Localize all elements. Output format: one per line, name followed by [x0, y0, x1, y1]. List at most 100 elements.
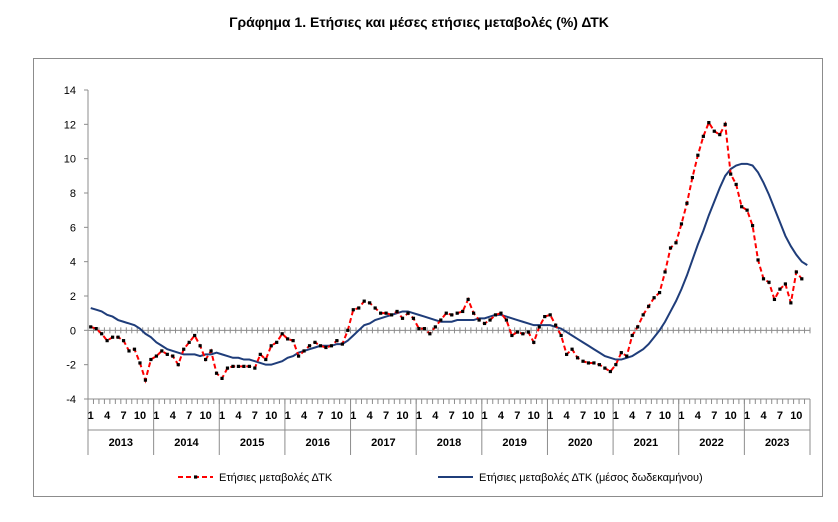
annual-series-point: [143, 378, 148, 382]
annual-series-point: [685, 201, 689, 205]
annual-series-point: [696, 153, 700, 157]
x-month-label: 4: [170, 410, 177, 422]
x-month-label: 4: [498, 410, 505, 422]
annual-series-point: [160, 349, 164, 353]
x-month-label: 7: [711, 410, 717, 422]
x-month-label: 4: [104, 410, 111, 422]
annual-series-point: [225, 366, 230, 370]
annual-series-point: [565, 352, 569, 356]
x-year-label: 2015: [240, 437, 264, 449]
annual-series-point: [269, 344, 273, 348]
annual-series-point: [111, 335, 115, 339]
x-year-label: 2013: [109, 437, 133, 449]
annual-series-point: [586, 361, 591, 365]
y-tick-label: -2: [66, 360, 76, 372]
annual-series-point: [149, 357, 153, 362]
annual-series-point: [537, 325, 541, 329]
x-month-label: 10: [593, 410, 605, 422]
x-month-label: 4: [367, 410, 374, 422]
annual-series-point: [559, 333, 563, 338]
x-month-label: 10: [725, 410, 737, 422]
annual-series-point: [368, 301, 372, 305]
legend-annual-label: Ετήσιες μεταβολές ΔΤΚ: [219, 472, 333, 484]
annual-series-point: [641, 313, 645, 317]
annual-series-point: [428, 332, 432, 336]
annual-series-point: [515, 330, 519, 334]
x-month-label: 1: [481, 410, 487, 422]
annual-series-point: [362, 299, 366, 303]
annual-series-point: [740, 205, 744, 209]
x-year-label: 2017: [371, 437, 395, 449]
annual-series-point: [379, 311, 383, 315]
x-month-label: 10: [396, 410, 408, 422]
x-month-label: 7: [120, 410, 126, 422]
x-month-label: 7: [514, 410, 520, 422]
annual-series-point: [767, 280, 771, 284]
x-month-label: 1: [547, 410, 553, 422]
annual-series-point: [220, 376, 224, 380]
chart-title: Γράφημα 1. Ετήσιες και μέσες ετήσιες μετ…: [229, 14, 609, 30]
annual-series-point: [750, 224, 755, 228]
annual-series-point: [663, 270, 667, 274]
annual-series-point: [411, 316, 416, 320]
annual-series-point: [324, 345, 328, 350]
x-year-label: 2023: [765, 437, 789, 449]
annual-series-point: [100, 332, 104, 336]
annual-series-point: [548, 313, 552, 317]
x-month-label: 7: [646, 410, 652, 422]
annual-series-point: [630, 333, 634, 338]
annual-series-point: [543, 315, 547, 319]
annual-series-point: [291, 339, 295, 343]
x-year-label: 2019: [502, 437, 526, 449]
y-tick-label: 6: [70, 222, 76, 234]
x-year-label: 2016: [305, 437, 329, 449]
annual-series-point: [477, 318, 481, 322]
annual-series-point: [198, 344, 202, 348]
x-month-label: 1: [678, 410, 684, 422]
annual-series-point: [275, 340, 279, 344]
x-month-label: 4: [629, 410, 636, 422]
legend-annual-marker: [194, 475, 198, 479]
annual-series-point: [772, 297, 777, 302]
annual-series-point: [625, 354, 629, 358]
y-tick-label: 8: [70, 188, 76, 200]
y-tick-label: 10: [64, 154, 76, 166]
x-year-label: 2022: [699, 437, 723, 449]
y-tick-label: 0: [70, 325, 76, 337]
x-month-label: 7: [777, 410, 783, 422]
x-month-label: 1: [219, 410, 225, 422]
x-month-label: 10: [528, 410, 540, 422]
annual-series-point: [499, 311, 503, 315]
annual-series-point: [614, 363, 618, 367]
annual-series-point: [258, 352, 262, 356]
annual-series-point: [532, 340, 536, 344]
average-series-line: [90, 162, 808, 366]
annual-series-point: [734, 182, 738, 187]
annual-series-point: [652, 296, 656, 300]
annual-series-point: [701, 134, 705, 138]
legend-average-label: Ετήσιες μεταβολές ΔΤΚ (μέσος δωδεκαμήνου…: [479, 472, 703, 484]
annual-series-point: [712, 129, 716, 133]
annual-series-point: [778, 287, 782, 291]
annual-series-point: [493, 313, 498, 317]
annual-series-point: [127, 349, 131, 353]
x-month-label: 1: [285, 410, 291, 422]
annual-series-point: [729, 172, 733, 176]
annual-series-point: [472, 311, 476, 315]
annual-series-point: [679, 222, 684, 226]
annual-series-point: [121, 339, 126, 343]
annual-series-point: [417, 327, 421, 331]
annual-series-point: [521, 332, 525, 336]
annual-series-point: [647, 304, 651, 308]
annual-series-point: [280, 332, 284, 336]
annual-series-point: [176, 363, 180, 367]
annual-series-point: [674, 241, 678, 245]
x-month-label: 10: [265, 410, 277, 422]
annual-series-point: [783, 282, 787, 286]
y-tick-label: 14: [64, 85, 76, 97]
legend: Ετήσιες μεταβολές ΔΤΚ Ετήσιες μεταβολές Δ…: [178, 472, 703, 484]
annual-series-point: [171, 354, 175, 358]
x-month-label: 7: [580, 410, 586, 422]
